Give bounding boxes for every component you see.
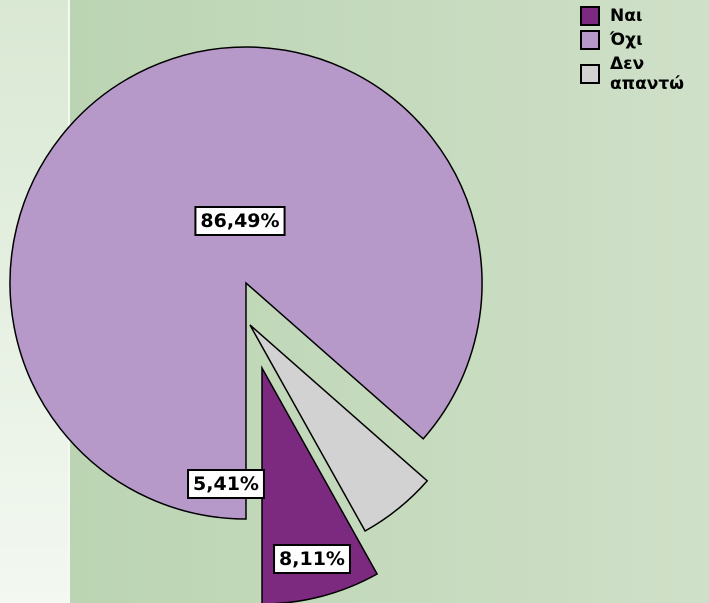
legend-swatch: [580, 6, 600, 26]
legend-item: Ναι: [580, 6, 709, 26]
data-label: 86,49%: [200, 210, 279, 232]
pie-slice: [9, 46, 483, 520]
legend-item: Δεν απαντώ: [580, 54, 709, 94]
legend-label: Ναι: [610, 6, 643, 26]
legend-swatch: [580, 30, 600, 50]
legend-swatch: [580, 64, 600, 84]
label-box: [194, 206, 286, 236]
label-box: [273, 544, 351, 574]
data-label: 5,41%: [193, 473, 259, 495]
label-box: [187, 469, 265, 499]
legend: Ναι Όχι Δεν απαντώ: [580, 6, 709, 98]
pie-slice: [249, 324, 429, 533]
legend-item: Όχι: [580, 30, 709, 50]
data-label: 8,11%: [279, 548, 345, 570]
legend-label: Όχι: [610, 30, 643, 50]
legend-label: Δεν απαντώ: [610, 54, 685, 94]
